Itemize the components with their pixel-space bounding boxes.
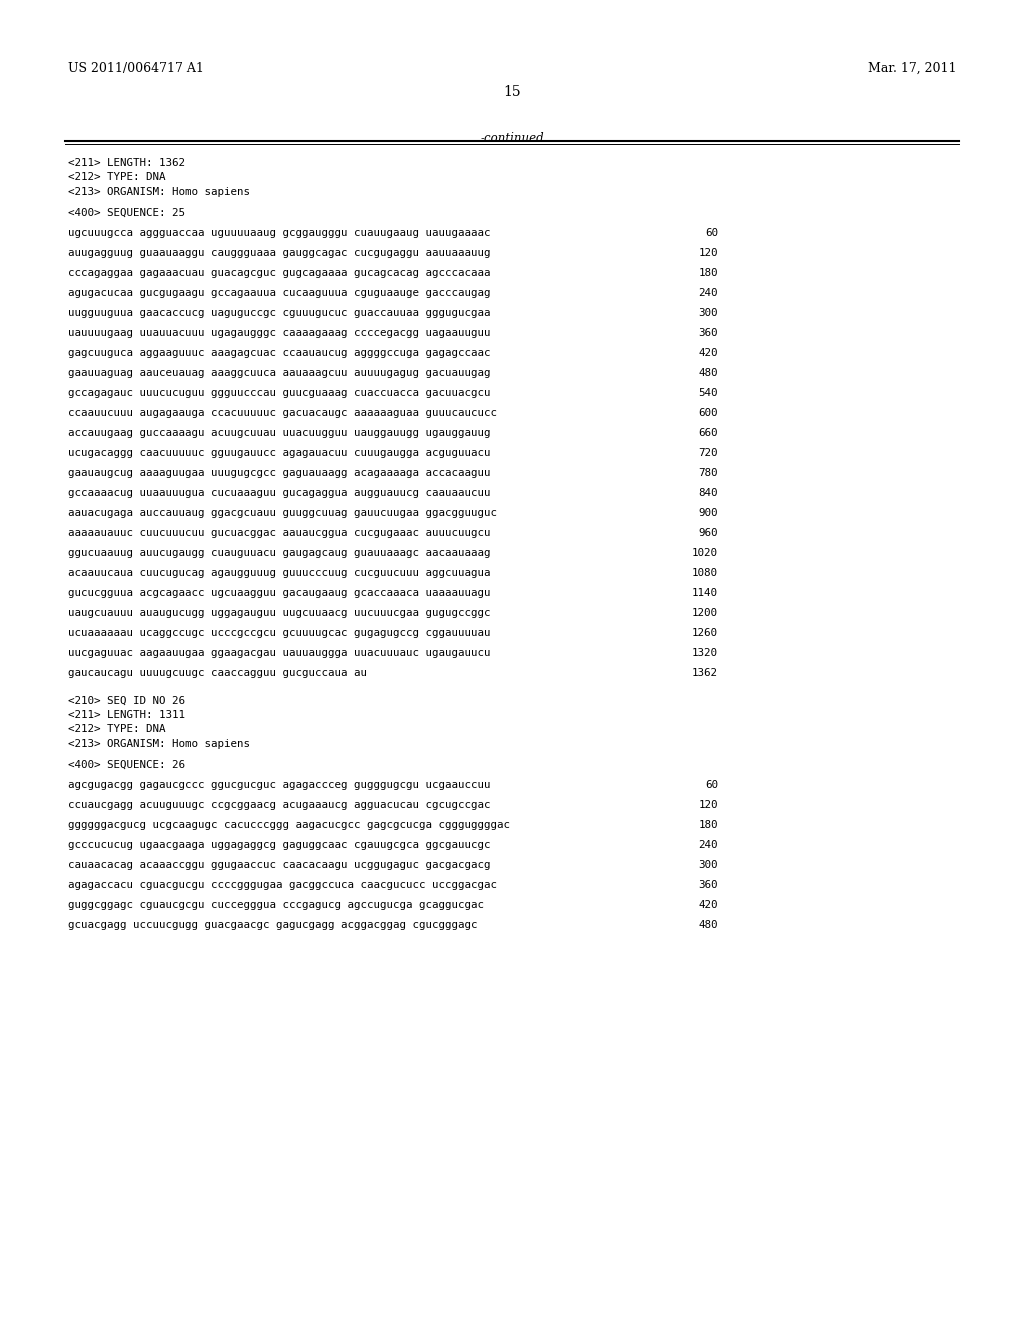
Text: 1320: 1320 [692,648,718,657]
Text: 1260: 1260 [692,627,718,638]
Text: gcuacgagg uccuucgugg guacgaacgc gagucgagg acggacggag cgucgggagc: gcuacgagg uccuucgugg guacgaacgc gagucgag… [68,920,477,929]
Text: 300: 300 [698,308,718,318]
Text: ggggggacgucg ucgcaagugc cacucccggg aagacucgcc gagcgcucga cggguggggac: ggggggacgucg ucgcaagugc cacucccggg aagac… [68,820,510,829]
Text: accauugaag guccaaaagu acuugcuuau uuacuugguu uauggauugg ugauggauug: accauugaag guccaaaagu acuugcuuau uuacuug… [68,428,490,437]
Text: aaaaauauuc cuucuuucuu gucuacggac aauaucggua cucgugaaac auuucuugcu: aaaaauauuc cuucuuucuu gucuacggac aauaucg… [68,528,490,537]
Text: 900: 900 [698,507,718,517]
Text: 420: 420 [698,899,718,909]
Text: 540: 540 [698,388,718,397]
Text: 60: 60 [705,227,718,238]
Text: gccagagauc uuucucuguu ggguucccau guucguaaag cuaccuacca gacuuacgcu: gccagagauc uuucucuguu ggguucccau guucgua… [68,388,490,397]
Text: 780: 780 [698,467,718,478]
Text: 15: 15 [503,84,521,99]
Text: 720: 720 [698,447,718,458]
Text: ggucuaauug auucugaugg cuauguuacu gaugagcaug guauuaaagc aacaauaaag: ggucuaauug auucugaugg cuauguuacu gaugagc… [68,548,490,557]
Text: <212> TYPE: DNA: <212> TYPE: DNA [68,173,166,182]
Text: cccagaggaa gagaaacuau guacagcguc gugcagaaaa gucagcacag agcccacaaa: cccagaggaa gagaaacuau guacagcguc gugcaga… [68,268,490,277]
Text: 1200: 1200 [692,607,718,618]
Text: uugguuguua gaacaccucg uaguguccgc cguuugucuc guaccauuaa gggugucgaa: uugguuguua gaacaccucg uaguguccgc cguuugu… [68,308,490,318]
Text: 180: 180 [698,820,718,829]
Text: guggcggagc cguaucgcgu cuccegggua cccgagucg agccugucga gcaggucgac: guggcggagc cguaucgcgu cuccegggua cccgagu… [68,899,484,909]
Text: 960: 960 [698,528,718,537]
Text: 120: 120 [698,800,718,809]
Text: <400> SEQUENCE: 26: <400> SEQUENCE: 26 [68,759,185,770]
Text: 1080: 1080 [692,568,718,578]
Text: 660: 660 [698,428,718,437]
Text: 180: 180 [698,268,718,277]
Text: agcgugacgg gagaucgccc ggucgucguc agagaccceg gugggugcgu ucgaauccuu: agcgugacgg gagaucgccc ggucgucguc agagacc… [68,780,490,789]
Text: gagcuuguca aggaaguuuc aaagagcuac ccaauaucug aggggccuga gagagccaac: gagcuuguca aggaaguuuc aaagagcuac ccaauau… [68,347,490,358]
Text: <210> SEQ ID NO 26: <210> SEQ ID NO 26 [68,696,185,705]
Text: <213> ORGANISM: Homo sapiens: <213> ORGANISM: Homo sapiens [68,187,250,197]
Text: 480: 480 [698,920,718,929]
Text: ugcuuugcca aggguaccaa uguuuuaaug gcggaugggu cuauugaaug uauugaaaac: ugcuuugcca aggguaccaa uguuuuaaug gcggaug… [68,227,490,238]
Text: ucugacaggg caacuuuuuc gguugauucc agagauacuu cuuugaugga acguguuacu: ucugacaggg caacuuuuuc gguugauucc agagaua… [68,447,490,458]
Text: 60: 60 [705,780,718,789]
Text: auugagguug guaauaaggu cauggguaaa gauggcagac cucgugaggu aauuaaauug: auugagguug guaauaaggu cauggguaaa gauggca… [68,248,490,257]
Text: 480: 480 [698,367,718,378]
Text: <213> ORGANISM: Homo sapiens: <213> ORGANISM: Homo sapiens [68,739,250,748]
Text: ccaauucuuu augagaauga ccacuuuuuc gacuacaugc aaaaaaguaa guuucaucucc: ccaauucuuu augagaauga ccacuuuuuc gacuaca… [68,408,497,417]
Text: <212> TYPE: DNA: <212> TYPE: DNA [68,725,166,734]
Text: 600: 600 [698,408,718,417]
Text: uucgaguuac aagaauugaa ggaagacgau uauuauggga uuacuuuauc ugaugauucu: uucgaguuac aagaauugaa ggaagacgau uauuaug… [68,648,490,657]
Text: gucucgguua acgcagaacc ugcuaagguu gacaugaaug gcaccaaaca uaaaauuagu: gucucgguua acgcagaacc ugcuaagguu gacauga… [68,587,490,598]
Text: <400> SEQUENCE: 25: <400> SEQUENCE: 25 [68,207,185,218]
Text: gccaaaacug uuaauuugua cucuaaaguu gucagaggua augguauucg caauaaucuu: gccaaaacug uuaauuugua cucuaaaguu gucagag… [68,487,490,498]
Text: 840: 840 [698,487,718,498]
Text: 240: 240 [698,840,718,850]
Text: acaauucaua cuucugucag agaugguuug guuucccuug cucguucuuu aggcuuagua: acaauucaua cuucugucag agaugguuug guuuccc… [68,568,490,578]
Text: 1020: 1020 [692,548,718,557]
Text: uauuuugaag uuauuacuuu ugagaugggc caaaagaaag ccccegacgg uagaauuguu: uauuuugaag uuauuacuuu ugagaugggc caaaaga… [68,327,490,338]
Text: 240: 240 [698,288,718,297]
Text: 360: 360 [698,879,718,890]
Text: <211> LENGTH: 1311: <211> LENGTH: 1311 [68,710,185,719]
Text: 420: 420 [698,347,718,358]
Text: gaauaugcug aaaaguugaa uuugugcgcc gaguauaagg acagaaaaga accacaaguu: gaauaugcug aaaaguugaa uuugugcgcc gaguaua… [68,467,490,478]
Text: cauaacacag acaaaccggu ggugaaccuc caacacaagu ucggugaguc gacgacgacg: cauaacacag acaaaccggu ggugaaccuc caacaca… [68,859,490,870]
Text: Mar. 17, 2011: Mar. 17, 2011 [867,62,956,75]
Text: gcccucucug ugaacgaaga uggagaggcg gaguggcaac cgauugcgca ggcgauucgc: gcccucucug ugaacgaaga uggagaggcg gaguggc… [68,840,490,850]
Text: US 2011/0064717 A1: US 2011/0064717 A1 [68,62,204,75]
Text: 300: 300 [698,859,718,870]
Text: -continued: -continued [480,132,544,145]
Text: 360: 360 [698,327,718,338]
Text: agagaccacu cguacgucgu ccccgggugaa gacggccuca caacgucucc uccggacgac: agagaccacu cguacgucgu ccccgggugaa gacggc… [68,879,497,890]
Text: ucuaaaaaau ucaggccugc ucccgccgcu gcuuuugcac gugagugccg cggauuuuau: ucuaaaaaau ucaggccugc ucccgccgcu gcuuuug… [68,627,490,638]
Text: gaauuaguag aauceuauag aaaggcuuca aauaaagcuu auuuugagug gacuauugag: gaauuaguag aauceuauag aaaggcuuca aauaaag… [68,367,490,378]
Text: ccuaucgagg acuuguuugc ccgcggaacg acugaaaucg agguacucau cgcugccgac: ccuaucgagg acuuguuugc ccgcggaacg acugaaa… [68,800,490,809]
Text: <211> LENGTH: 1362: <211> LENGTH: 1362 [68,158,185,168]
Text: gaucaucagu uuuugcuugc caaccagguu gucguccaua au: gaucaucagu uuuugcuugc caaccagguu gucgucc… [68,668,367,677]
Text: 120: 120 [698,248,718,257]
Text: agugacucaa gucgugaagu gccagaauua cucaaguuua cguguaauge gacccaugag: agugacucaa gucgugaagu gccagaauua cucaagu… [68,288,490,297]
Text: aauacugaga auccauuaug ggacgcuauu guuggcuuag gauucuugaa ggacgguuguc: aauacugaga auccauuaug ggacgcuauu guuggcu… [68,507,497,517]
Text: 1140: 1140 [692,587,718,598]
Text: 1362: 1362 [692,668,718,677]
Text: uaugcuauuu auaugucugg uggagauguu uugcuuaacg uucuuucgaa gugugccggc: uaugcuauuu auaugucugg uggagauguu uugcuua… [68,607,490,618]
